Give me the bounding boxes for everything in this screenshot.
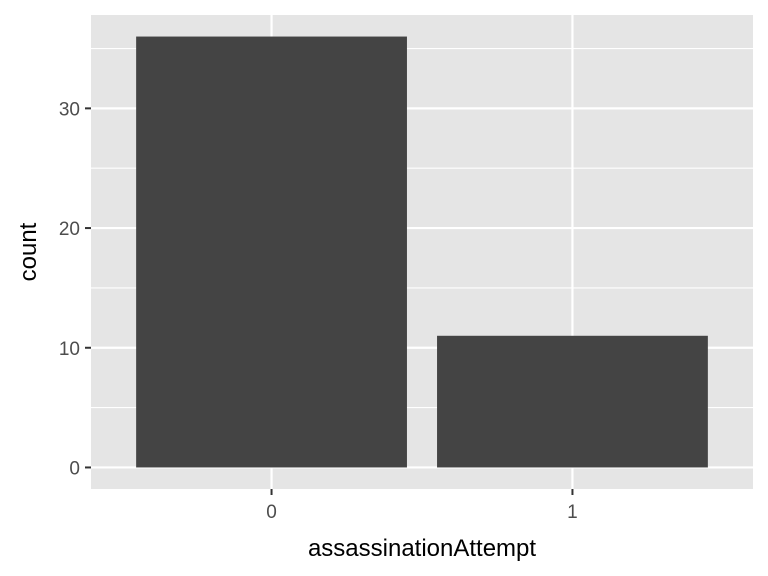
y-axis-title: count <box>15 222 42 281</box>
y-tick-label: 10 <box>59 339 80 360</box>
y-tick-label: 30 <box>59 99 80 120</box>
bar-1 <box>437 335 708 468</box>
x-tick-label: 0 <box>266 502 277 523</box>
y-tick-label: 0 <box>69 458 80 479</box>
y-tick-label: 20 <box>59 219 80 240</box>
x-axis-title: assassinationAttempt <box>308 535 536 562</box>
bar-0 <box>136 36 407 468</box>
axes: 0 10 20 30 0 1 <box>59 99 578 523</box>
x-tick-label: 1 <box>567 502 578 523</box>
bars <box>136 36 708 468</box>
